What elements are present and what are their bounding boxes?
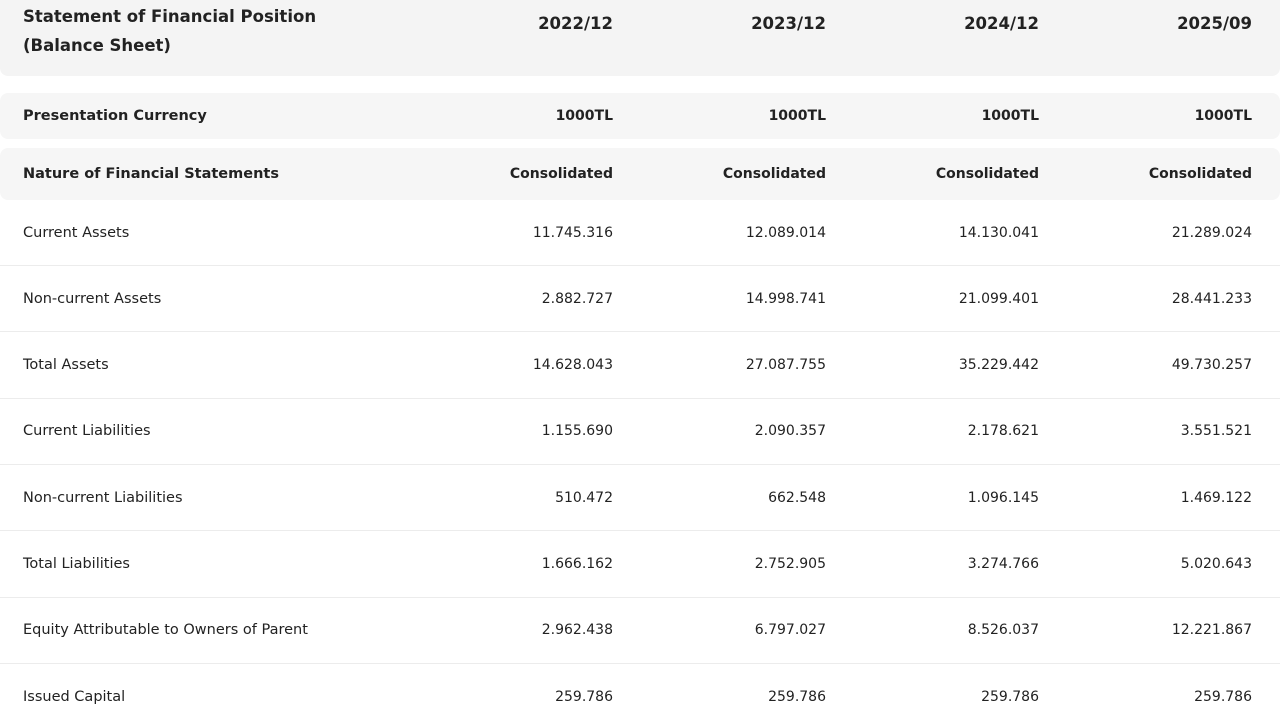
cell-value: 35.229.442 [958, 357, 1039, 374]
row-label: Non-current Assets [23, 290, 162, 307]
cell-value: 1.469.122 [1180, 489, 1252, 506]
table-row: Current Liabilities 1.155.690 2.090.357 2.1… [0, 399, 1280, 465]
cell-value: 662.548 [768, 489, 826, 506]
cell-value: 3.274.766 [967, 556, 1039, 572]
row-label: Nature of Financial Statements [23, 166, 279, 182]
cell-value: 2.962.438 [541, 622, 613, 639]
header-row: Statement of Financial Position (Balance … [0, 0, 1280, 76]
row-label: Equity Attributable to Owners of Parent [23, 622, 308, 639]
cell-value: 28.441.233 [1171, 290, 1252, 307]
cell-value: Consolidated [1148, 166, 1252, 182]
table-row: Non-current Assets 2.882.727 14.998.741 21.… [0, 266, 1280, 333]
cell-value: 8.526.037 [967, 622, 1039, 639]
cell-value: 49.730.257 [1171, 357, 1252, 374]
table-row: Nature of Financial Statements Consolidat… [0, 148, 1280, 200]
row-label: Total Assets [23, 357, 109, 374]
cell-value: 21.289.024 [1171, 224, 1252, 241]
row-label: Current Assets [23, 224, 130, 241]
cell-value: 5.020.643 [1180, 556, 1252, 572]
cell-value: 14.998.741 [745, 290, 826, 307]
table-row: Total Liabilities 1.666.162 2.752.905 3.274… [0, 532, 1280, 598]
cell-value: 2.090.357 [754, 423, 826, 440]
period-header: 2024/12 [964, 14, 1039, 33]
row-label: Non-current Liabilities [23, 489, 183, 506]
cell-value: 11.745.316 [532, 224, 613, 241]
header-title: Statement of Financial Position (Balance … [0, 2, 400, 60]
cell-value: 3.551.521 [1180, 423, 1252, 440]
cell-value: 2.752.905 [754, 556, 826, 572]
cell-value: 259.786 [1194, 688, 1252, 705]
cell-value: 1.666.162 [541, 556, 613, 572]
cell-value: 14.130.041 [958, 224, 1039, 241]
row-label: Current Liabilities [23, 423, 151, 440]
cell-value: 1000TL [768, 108, 826, 124]
table-row: Total Assets 14.628.043 27.087.755 35.229.4… [0, 333, 1280, 399]
table-row: Issued Capital 259.786 259.786 259.786 259.7… [0, 664, 1280, 720]
table-row: Non-current Liabilities 510.472 662.548 1.0… [0, 465, 1280, 532]
table-row: Current Assets 11.745.316 12.089.014 14.130… [0, 200, 1280, 266]
cell-value: Consolidated [509, 166, 613, 182]
period-header: 2023/12 [751, 14, 826, 33]
cell-value: 1.096.145 [967, 489, 1039, 506]
cell-value: 259.786 [555, 688, 613, 705]
cell-value: 2.178.621 [967, 423, 1039, 440]
cell-value: 12.221.867 [1171, 622, 1252, 639]
cell-value: 12.089.014 [745, 224, 826, 241]
table-row: Equity Attributable to Owners of Parent 2… [0, 598, 1280, 664]
cell-value: 2.882.727 [541, 290, 613, 307]
row-label: Presentation Currency [23, 108, 207, 124]
cell-value: 1000TL [981, 108, 1039, 124]
table-row: Presentation Currency 1000TL 1000TL 1000TL 1… [0, 93, 1280, 139]
cell-value: 14.628.043 [532, 357, 613, 374]
cell-value: 1000TL [1194, 108, 1252, 124]
title-line: Statement of Financial Position [23, 7, 317, 26]
cell-value: 259.786 [768, 688, 826, 705]
cell-value: 259.786 [981, 688, 1039, 705]
cell-value: 1.155.690 [541, 423, 613, 440]
period-header: 2025/09 [1177, 14, 1252, 33]
period-header: 2022/12 [538, 14, 613, 33]
cell-value: Consolidated [935, 166, 1039, 182]
title-line: (Balance Sheet) [23, 36, 171, 55]
row-label: Total Liabilities [23, 556, 130, 572]
cell-value: 510.472 [555, 489, 613, 506]
cell-value: Consolidated [722, 166, 826, 182]
cell-value: 27.087.755 [745, 357, 826, 374]
row-label: Issued Capital [23, 688, 126, 705]
cell-value: 6.797.027 [754, 622, 826, 639]
cell-value: 1000TL [555, 108, 613, 124]
cell-value: 21.099.401 [958, 290, 1039, 307]
